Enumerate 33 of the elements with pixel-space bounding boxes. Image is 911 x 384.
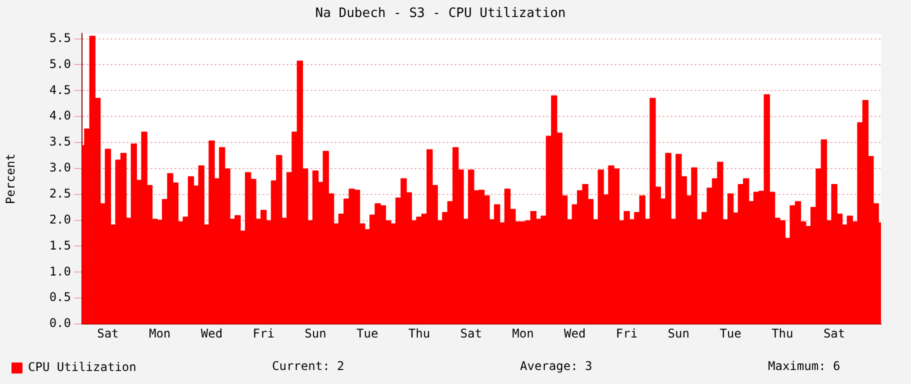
legend-label: CPU Utilization xyxy=(28,360,136,374)
x-tick-label: Sun xyxy=(668,326,690,340)
text: Average: 3 xyxy=(520,359,592,374)
y-tick-label: 0.0 xyxy=(49,316,71,330)
x-tick-label: Thu xyxy=(408,326,430,340)
x-tick-label: Tue xyxy=(356,326,378,340)
y-tick-label: 2.5 xyxy=(49,186,71,200)
y-tick-label: 0.5 xyxy=(49,290,71,304)
x-tick-label: Fri xyxy=(616,326,638,340)
chart-title: Na Dubech - S3 - CPU Utilization xyxy=(315,6,566,22)
y-tick-label: 4.5 xyxy=(49,82,71,97)
y-tick-label: 3.5 xyxy=(49,134,71,149)
x-tick-label: Sat xyxy=(823,326,846,340)
y-axis-title: Percent xyxy=(3,154,18,204)
y-tick-label: 1.5 xyxy=(49,238,71,252)
x-tick-label: Sat xyxy=(460,326,482,340)
x-tick-label: Fri xyxy=(252,326,274,340)
x-tick-label: Wed xyxy=(564,326,586,340)
x-tick-label: Thu xyxy=(772,326,794,340)
x-tick-label: Wed xyxy=(200,326,223,340)
y-tick-label: 2.0 xyxy=(49,212,71,226)
y-tick-label: 5.0 xyxy=(49,56,71,71)
y-tick-label: 4.0 xyxy=(49,108,71,123)
x-tick-label: Mon xyxy=(512,326,534,340)
text: Maximum: 6 xyxy=(768,359,840,374)
x-tick-label: Tue xyxy=(720,326,742,340)
text: Current: 2 xyxy=(272,359,344,374)
y-tick-label: 5.5 xyxy=(49,30,71,45)
x-tick-label: Sat xyxy=(97,326,119,340)
y-tick-label: 3.0 xyxy=(49,160,71,175)
y-tick-label: 1.0 xyxy=(49,264,71,278)
x-tick-label: Sun xyxy=(304,326,326,340)
x-tick-label: Mon xyxy=(148,326,171,340)
